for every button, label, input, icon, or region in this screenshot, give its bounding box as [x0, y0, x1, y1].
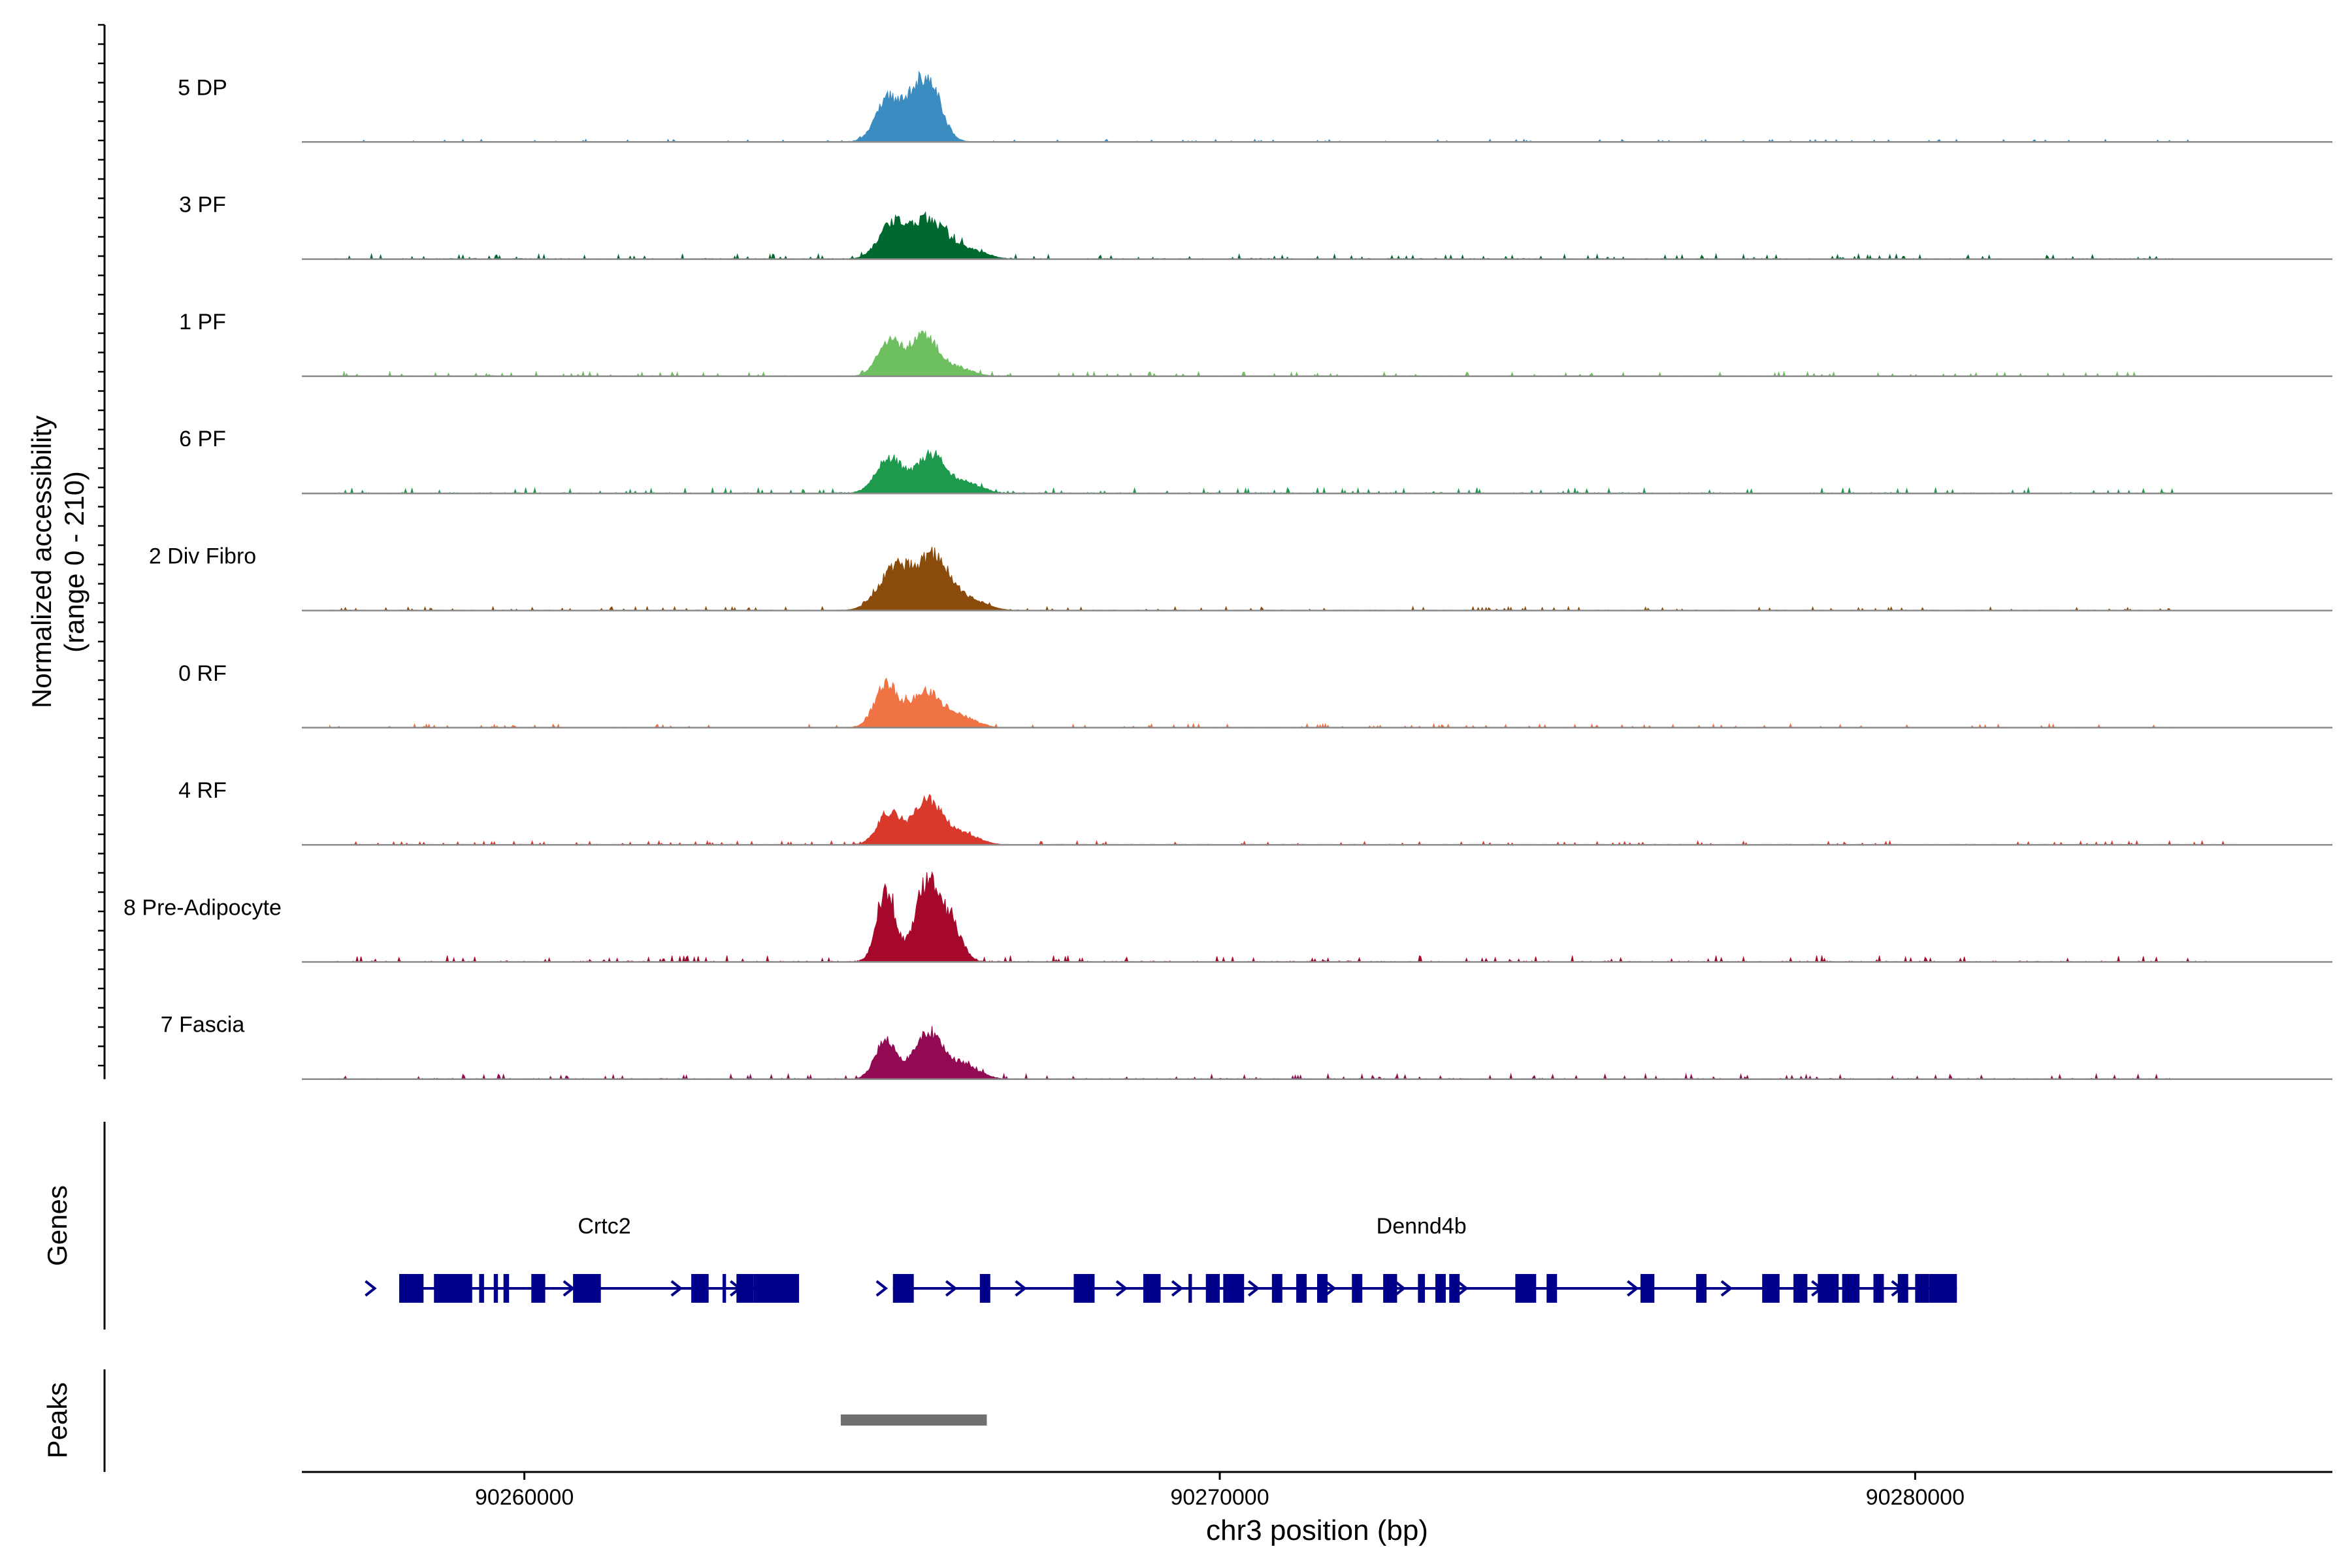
strand-arrow — [1456, 1280, 1469, 1297]
gene-exon — [479, 1274, 484, 1303]
gene-exon — [1271, 1274, 1282, 1303]
coverage-area — [329, 330, 2221, 378]
gene-exon — [1873, 1274, 1884, 1303]
track-label: 2 Div Fibro — [149, 544, 256, 569]
track-label: 4 RF — [178, 778, 227, 803]
track-label: 5 DP — [178, 75, 227, 100]
coverage-area — [329, 449, 2180, 495]
coverage-track: 0 RF — [178, 661, 2332, 729]
coverage-tracks: 5 DP 3 PF 1 PF 6 PF 2 Div Fibro 0 RF 4 RF 8 Pre… — [123, 71, 2332, 1081]
strand-arrow — [875, 1280, 888, 1297]
coverage-area — [329, 1026, 2174, 1081]
gene-exon — [753, 1274, 800, 1303]
coverage-track: 8 Pre-Adipocyte — [123, 871, 2332, 963]
gene-exon — [722, 1274, 727, 1303]
coverage-track: 3 PF — [179, 193, 2332, 261]
gene-exon — [1449, 1274, 1460, 1303]
coverage-track: 4 RF — [178, 778, 2332, 846]
gene-exon — [493, 1274, 498, 1303]
strand-arrow — [1891, 1280, 1903, 1297]
gene-exon — [1383, 1274, 1397, 1303]
gene-exon — [1915, 1274, 1929, 1303]
gene-exon — [1418, 1274, 1425, 1303]
gene-exon — [1793, 1274, 1808, 1303]
coverage-area — [329, 546, 2173, 612]
coverage-area — [329, 71, 2249, 143]
track-label: 0 RF — [178, 661, 227, 686]
gene-exon — [1929, 1274, 1957, 1303]
x-tick-label: 90260000 — [475, 1485, 574, 1510]
track-label: 6 PF — [179, 427, 226, 451]
gene-exon — [573, 1274, 601, 1303]
strand-arrow — [563, 1280, 576, 1297]
track-label: 1 PF — [179, 310, 226, 335]
gene-exon — [399, 1274, 424, 1303]
strand-arrow — [1811, 1280, 1823, 1297]
strand-arrow — [1115, 1280, 1128, 1297]
strand-arrow — [365, 1280, 377, 1297]
gene-exon — [1762, 1274, 1780, 1303]
track-label: 3 PF — [179, 193, 226, 218]
gene-exon — [1188, 1274, 1192, 1303]
strand-arrow — [945, 1280, 958, 1297]
coverage-track: 5 DP — [178, 71, 2332, 143]
x-axis-label: chr3 position (bp) — [1206, 1514, 1428, 1546]
strand-arrow — [670, 1280, 683, 1297]
gene-exon — [1205, 1274, 1220, 1303]
gene-exon — [1546, 1274, 1558, 1303]
peak-track — [840, 1414, 987, 1426]
strand-arrow — [1522, 1280, 1535, 1297]
coverage-y-axis — [98, 24, 106, 1079]
x-tick-label: 90280000 — [1866, 1485, 1965, 1510]
track-label: 7 Fascia — [161, 1013, 245, 1037]
strand-arrow — [1720, 1280, 1733, 1297]
gene-exon — [892, 1274, 914, 1303]
coverage-area — [329, 871, 2209, 963]
gene-exon — [691, 1274, 709, 1303]
gene-exon — [1696, 1274, 1707, 1303]
genes-track-label: Genes — [42, 1185, 73, 1266]
gene-exon — [1842, 1274, 1860, 1303]
gene-exon — [1352, 1274, 1363, 1303]
strand-arrow — [1394, 1280, 1406, 1297]
gene-exon — [1223, 1274, 1245, 1303]
strand-arrow — [1247, 1280, 1260, 1297]
coverage-track: 2 Div Fibro — [149, 544, 2332, 612]
gene-exon — [1435, 1274, 1446, 1303]
gene-exon — [1143, 1274, 1161, 1303]
track-label: 8 Pre-Adipocyte — [123, 895, 282, 920]
peak-region — [840, 1414, 987, 1426]
gene-exon — [1317, 1274, 1328, 1303]
coverage-area — [329, 678, 2174, 729]
gene-model: Crtc2 — [365, 1214, 800, 1303]
coverage-y-label: Normalized accessibility — [26, 416, 57, 708]
strand-arrow — [730, 1280, 742, 1297]
coverage-track: 1 PF — [179, 310, 2332, 378]
coverage-area — [329, 211, 2174, 261]
strand-arrow — [1171, 1280, 1184, 1297]
gene-model: Dennd4b — [875, 1214, 1957, 1303]
gene-exon — [503, 1274, 510, 1303]
gene-exon — [1640, 1274, 1655, 1303]
peaks-track-label: Peaks — [42, 1382, 73, 1459]
coverage-area — [329, 794, 2235, 846]
gene-exon — [434, 1274, 472, 1303]
strand-arrow — [1324, 1280, 1337, 1297]
coverage-track: 7 Fascia — [161, 1013, 2332, 1081]
gene-exon — [531, 1274, 546, 1303]
gene-exon — [1296, 1274, 1307, 1303]
coverage-y-range-label: (range 0 - 210) — [59, 471, 90, 653]
gene-annotation-track: Crtc2 Dennd4b — [365, 1214, 1957, 1303]
coverage-track: 6 PF — [179, 427, 2332, 495]
gene-label: Dennd4b — [1377, 1214, 1467, 1239]
gene-exon — [979, 1274, 990, 1303]
gene-exon — [1073, 1274, 1095, 1303]
strand-arrow — [1627, 1280, 1639, 1297]
gene-label: Crtc2 — [578, 1214, 630, 1239]
strand-arrow — [1015, 1280, 1027, 1297]
x-axis: 90260000 90270000 90280000 — [302, 1471, 2332, 1510]
x-tick-label: 90270000 — [1170, 1485, 1269, 1510]
